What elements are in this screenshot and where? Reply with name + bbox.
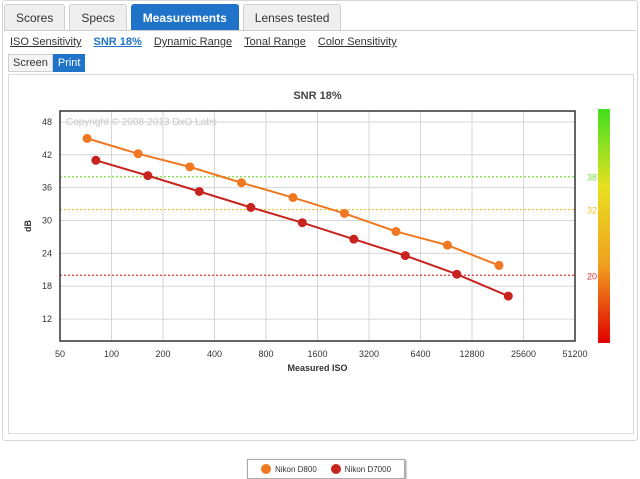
data-point-d800 [236, 178, 246, 188]
color-scale-bar [598, 109, 610, 343]
snr-chart: SNR 18% Copyright © 2008-2013 DxO Labs 38 3… [23, 90, 610, 373]
tab-measurements[interactable]: Measurements [130, 4, 239, 31]
reference-label: 20 [587, 271, 597, 281]
legend-label-d800: Nikon D800 [274, 464, 317, 474]
tab-divider [4, 30, 636, 31]
reference-label: 32 [587, 206, 597, 216]
data-point-d7000 [91, 155, 101, 165]
x-tick-label: 800 [258, 349, 273, 359]
x-tick-label: 25600 [511, 349, 536, 359]
tab-scores[interactable]: Scores [4, 4, 66, 31]
legend-marker-d7000 [330, 464, 341, 474]
data-point-d7000 [452, 269, 462, 279]
data-point-d7000 [349, 234, 359, 244]
legend-marker-d800 [260, 464, 271, 474]
x-axis-label: Measured ISO [287, 363, 347, 373]
y-axis-label: dB [23, 220, 33, 232]
y-tick-label: 18 [42, 281, 52, 291]
reference-label: 38 [587, 173, 597, 183]
subnav-snr-18[interactable]: SNR 18% [93, 36, 142, 48]
chart-container: SNR 18% Copyright © 2008-2013 DxO Labs 38 3… [8, 74, 634, 479]
data-point-d7000 [246, 202, 256, 212]
x-tick-label: 400 [207, 349, 222, 359]
print-button[interactable]: Print [52, 54, 86, 72]
screen-button[interactable]: Screen [8, 54, 53, 72]
data-point-d800 [133, 149, 143, 159]
x-tick-label: 12800 [459, 349, 484, 359]
measurement-subnav: ISO Sensitivity SNR 18% Dynamic Range To… [10, 36, 397, 48]
x-tick-label: 100 [104, 349, 119, 359]
y-tick-label: 30 [42, 216, 52, 226]
data-point-d800 [288, 193, 298, 203]
y-tick-label: 12 [42, 314, 52, 324]
data-point-d7000 [143, 171, 153, 181]
x-tick-label: 200 [155, 349, 170, 359]
y-tick-label: 24 [42, 248, 52, 258]
x-tick-label: 3200 [359, 349, 379, 359]
legend-item-d7000[interactable]: Nikon D7000 [330, 464, 392, 474]
subnav-iso-sensitivity[interactable]: ISO Sensitivity [10, 36, 82, 48]
data-point-d800 [391, 226, 401, 236]
data-point-d7000 [194, 187, 204, 196]
y-tick-label: 36 [42, 183, 52, 193]
data-point-d800 [185, 162, 195, 172]
x-tick-label: 1600 [307, 349, 327, 359]
subnav-dynamic-range[interactable]: Dynamic Range [153, 36, 233, 48]
data-point-d7000 [503, 291, 513, 301]
data-point-d800 [442, 240, 452, 250]
x-tick-label: 51200 [562, 349, 587, 359]
legend-label-d7000: Nikon D7000 [344, 464, 392, 474]
data-point-d7000 [297, 218, 307, 228]
data-point-d800 [82, 133, 92, 143]
tab-lenses-tested[interactable]: Lenses tested [242, 4, 342, 31]
data-point-d800 [494, 260, 504, 270]
x-tick-label: 50 [55, 349, 65, 359]
screen-print-toggle: Screen Print [8, 54, 86, 72]
x-tick-label: 6400 [410, 349, 430, 359]
data-point-d800 [339, 208, 349, 218]
y-tick-label: 42 [42, 150, 52, 160]
main-tabs: Scores Specs Measurements Lenses tested [4, 4, 342, 31]
chart-legend: Nikon D800 Nikon D7000 [247, 459, 405, 479]
y-tick-label: 48 [42, 117, 52, 127]
chart-watermark: Copyright © 2008-2013 DxO Labs [66, 117, 217, 128]
chart-title: SNR 18% [293, 90, 342, 102]
subnav-color-sensitivity[interactable]: Color Sensitivity [317, 36, 397, 48]
subnav-tonal-range[interactable]: Tonal Range [244, 36, 306, 48]
tab-specs[interactable]: Specs [69, 4, 127, 31]
data-point-d7000 [400, 251, 410, 261]
legend-item-d800[interactable]: Nikon D800 [260, 464, 317, 474]
plot-border [59, 110, 576, 342]
